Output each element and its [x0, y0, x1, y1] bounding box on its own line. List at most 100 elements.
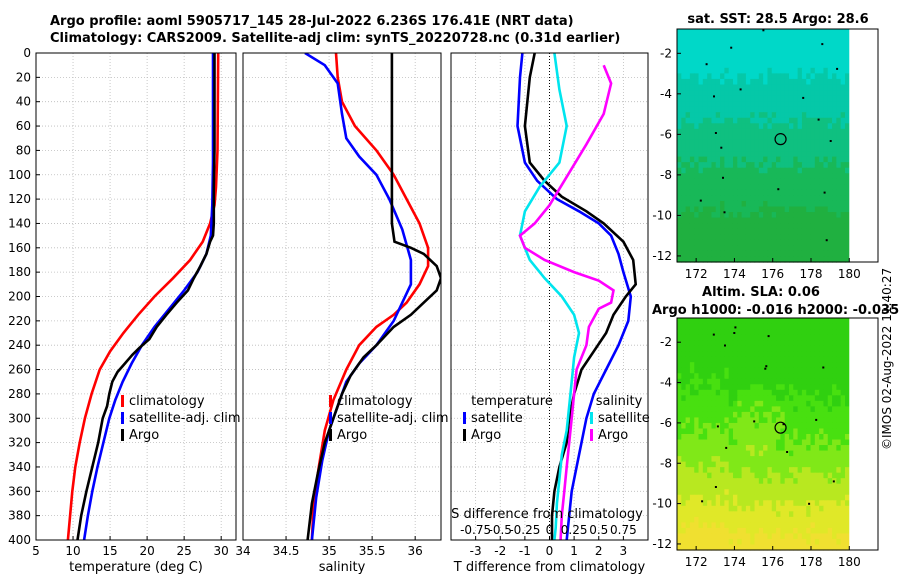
sla-heat-cell — [840, 356, 846, 363]
sst-heat-cell — [793, 195, 799, 202]
sst-heat-cell — [844, 200, 850, 208]
sla-heat-cell — [832, 467, 837, 474]
sst-heat-cell — [793, 117, 799, 124]
sst-heat-cell — [702, 178, 708, 185]
sst-heat-cell — [801, 189, 807, 197]
sla-heat-cell — [694, 351, 700, 358]
sst-heat-cell — [788, 239, 794, 246]
sla-heat-cell — [806, 533, 812, 540]
sst-island-dot — [730, 46, 733, 49]
sst-heat-cell — [745, 250, 751, 258]
sst-heat-cell — [780, 234, 786, 241]
sst-heat-cell — [823, 95, 829, 102]
sst-heat-cell — [758, 156, 764, 163]
sst-heat-cell — [732, 128, 738, 136]
sla-heat-cell — [827, 450, 833, 457]
sst-heat-cell — [780, 189, 786, 197]
sla-heat-cell — [698, 334, 704, 341]
sla-heat-cell — [732, 472, 738, 479]
sst-heat-cell — [763, 156, 769, 163]
sst-heat-cell — [750, 95, 756, 102]
sst-heat-cell — [715, 123, 721, 130]
sla-heat-cell — [728, 527, 734, 535]
sla-heat-cell — [827, 356, 833, 363]
sla-heat-cell — [844, 434, 850, 441]
sla-heat-cell — [677, 522, 682, 529]
sst-heat-cell — [776, 78, 781, 86]
sla-heat-cell — [801, 362, 807, 369]
sla-heat-cell — [771, 345, 777, 352]
sla-heat-cell — [758, 422, 764, 430]
sst-heat-cell — [711, 112, 717, 119]
sst-heat-cell — [737, 145, 743, 152]
sst-heat-cell — [750, 156, 756, 163]
sla-heat-cell — [737, 389, 743, 396]
sst-heat-cell — [677, 178, 682, 185]
sst-heat-cell — [677, 73, 682, 80]
sst-heat-cell — [814, 106, 820, 113]
sla-heat-cell — [793, 500, 799, 507]
sla-heat-cell — [689, 533, 695, 540]
sst-heat-cell — [720, 78, 725, 86]
sla-heat-cell — [793, 472, 799, 479]
sla-heat-cell — [707, 329, 713, 336]
sst-heat-cell — [724, 139, 730, 147]
sst-heat-cell — [797, 40, 803, 47]
sst-heat-cell — [767, 51, 773, 58]
sla-heat-cell — [681, 389, 687, 396]
sla-heat-cell — [750, 445, 756, 452]
sla-heat-cell — [836, 544, 842, 551]
sst-heat-cell — [763, 184, 769, 191]
sla-heat-cell — [780, 500, 786, 507]
sla-heat-cell — [741, 362, 747, 369]
sla-heat-cell — [763, 345, 769, 352]
sla-heat-cell — [801, 345, 807, 352]
sla-heat-cell — [689, 395, 695, 402]
sla-heat-cell — [720, 500, 725, 507]
sla-heat-cell — [750, 395, 756, 402]
sla-heat-cell — [745, 461, 751, 468]
sst-heat-cell — [780, 178, 786, 185]
sla-heat-cell — [767, 467, 773, 474]
sla-heat-cell — [720, 384, 725, 391]
sst-heat-cell — [728, 101, 734, 108]
sla-heat-cell — [685, 500, 691, 507]
sla-heat-cell — [780, 489, 786, 496]
sla-heat-cell — [776, 400, 781, 407]
sst-heat-cell — [702, 151, 708, 158]
sst-heat-cell — [707, 145, 713, 152]
sst-heat-cell — [728, 56, 734, 63]
sla-heat-cell — [776, 456, 781, 463]
diff-xtick-label: 1 — [570, 544, 578, 558]
sst-heat-cell — [737, 45, 743, 52]
sst-heat-cell — [793, 51, 799, 58]
sst-heat-cell — [702, 184, 708, 191]
sst-heat-cell — [806, 167, 812, 174]
sal-legend-label: satellite-adj. clim — [337, 411, 449, 426]
sst-heat-cell — [793, 162, 799, 169]
sla-heat-cell — [720, 367, 725, 374]
sst-heat-cell — [832, 134, 837, 141]
sla-heat-cell — [681, 340, 687, 347]
sla-heat-cell — [776, 351, 781, 358]
sla-heat-cell — [763, 472, 769, 479]
sst-heat-cell — [694, 156, 700, 163]
temp-legend-swatch — [121, 412, 124, 424]
sst-heat-cell — [810, 206, 816, 213]
sla-heat-cell — [819, 351, 825, 358]
sla-heat-cell — [685, 362, 691, 369]
sst-heat-cell — [771, 245, 777, 252]
sst-heat-cell — [771, 106, 777, 113]
sst-heat-cell — [771, 156, 777, 163]
sst-heat-cell — [745, 195, 751, 202]
sst-heat-cell — [780, 62, 786, 69]
sst-heat-cell — [784, 117, 790, 124]
sla-heat-cell — [681, 439, 687, 446]
sla-heat-cell — [814, 516, 820, 523]
sst-heat-cell — [823, 178, 829, 185]
sla-heat-cell — [793, 362, 799, 369]
sst-heat-cell — [814, 73, 820, 80]
sst-heat-cell — [780, 212, 786, 219]
sst-heat-cell — [754, 178, 760, 185]
sst-heat-cell — [823, 239, 829, 246]
